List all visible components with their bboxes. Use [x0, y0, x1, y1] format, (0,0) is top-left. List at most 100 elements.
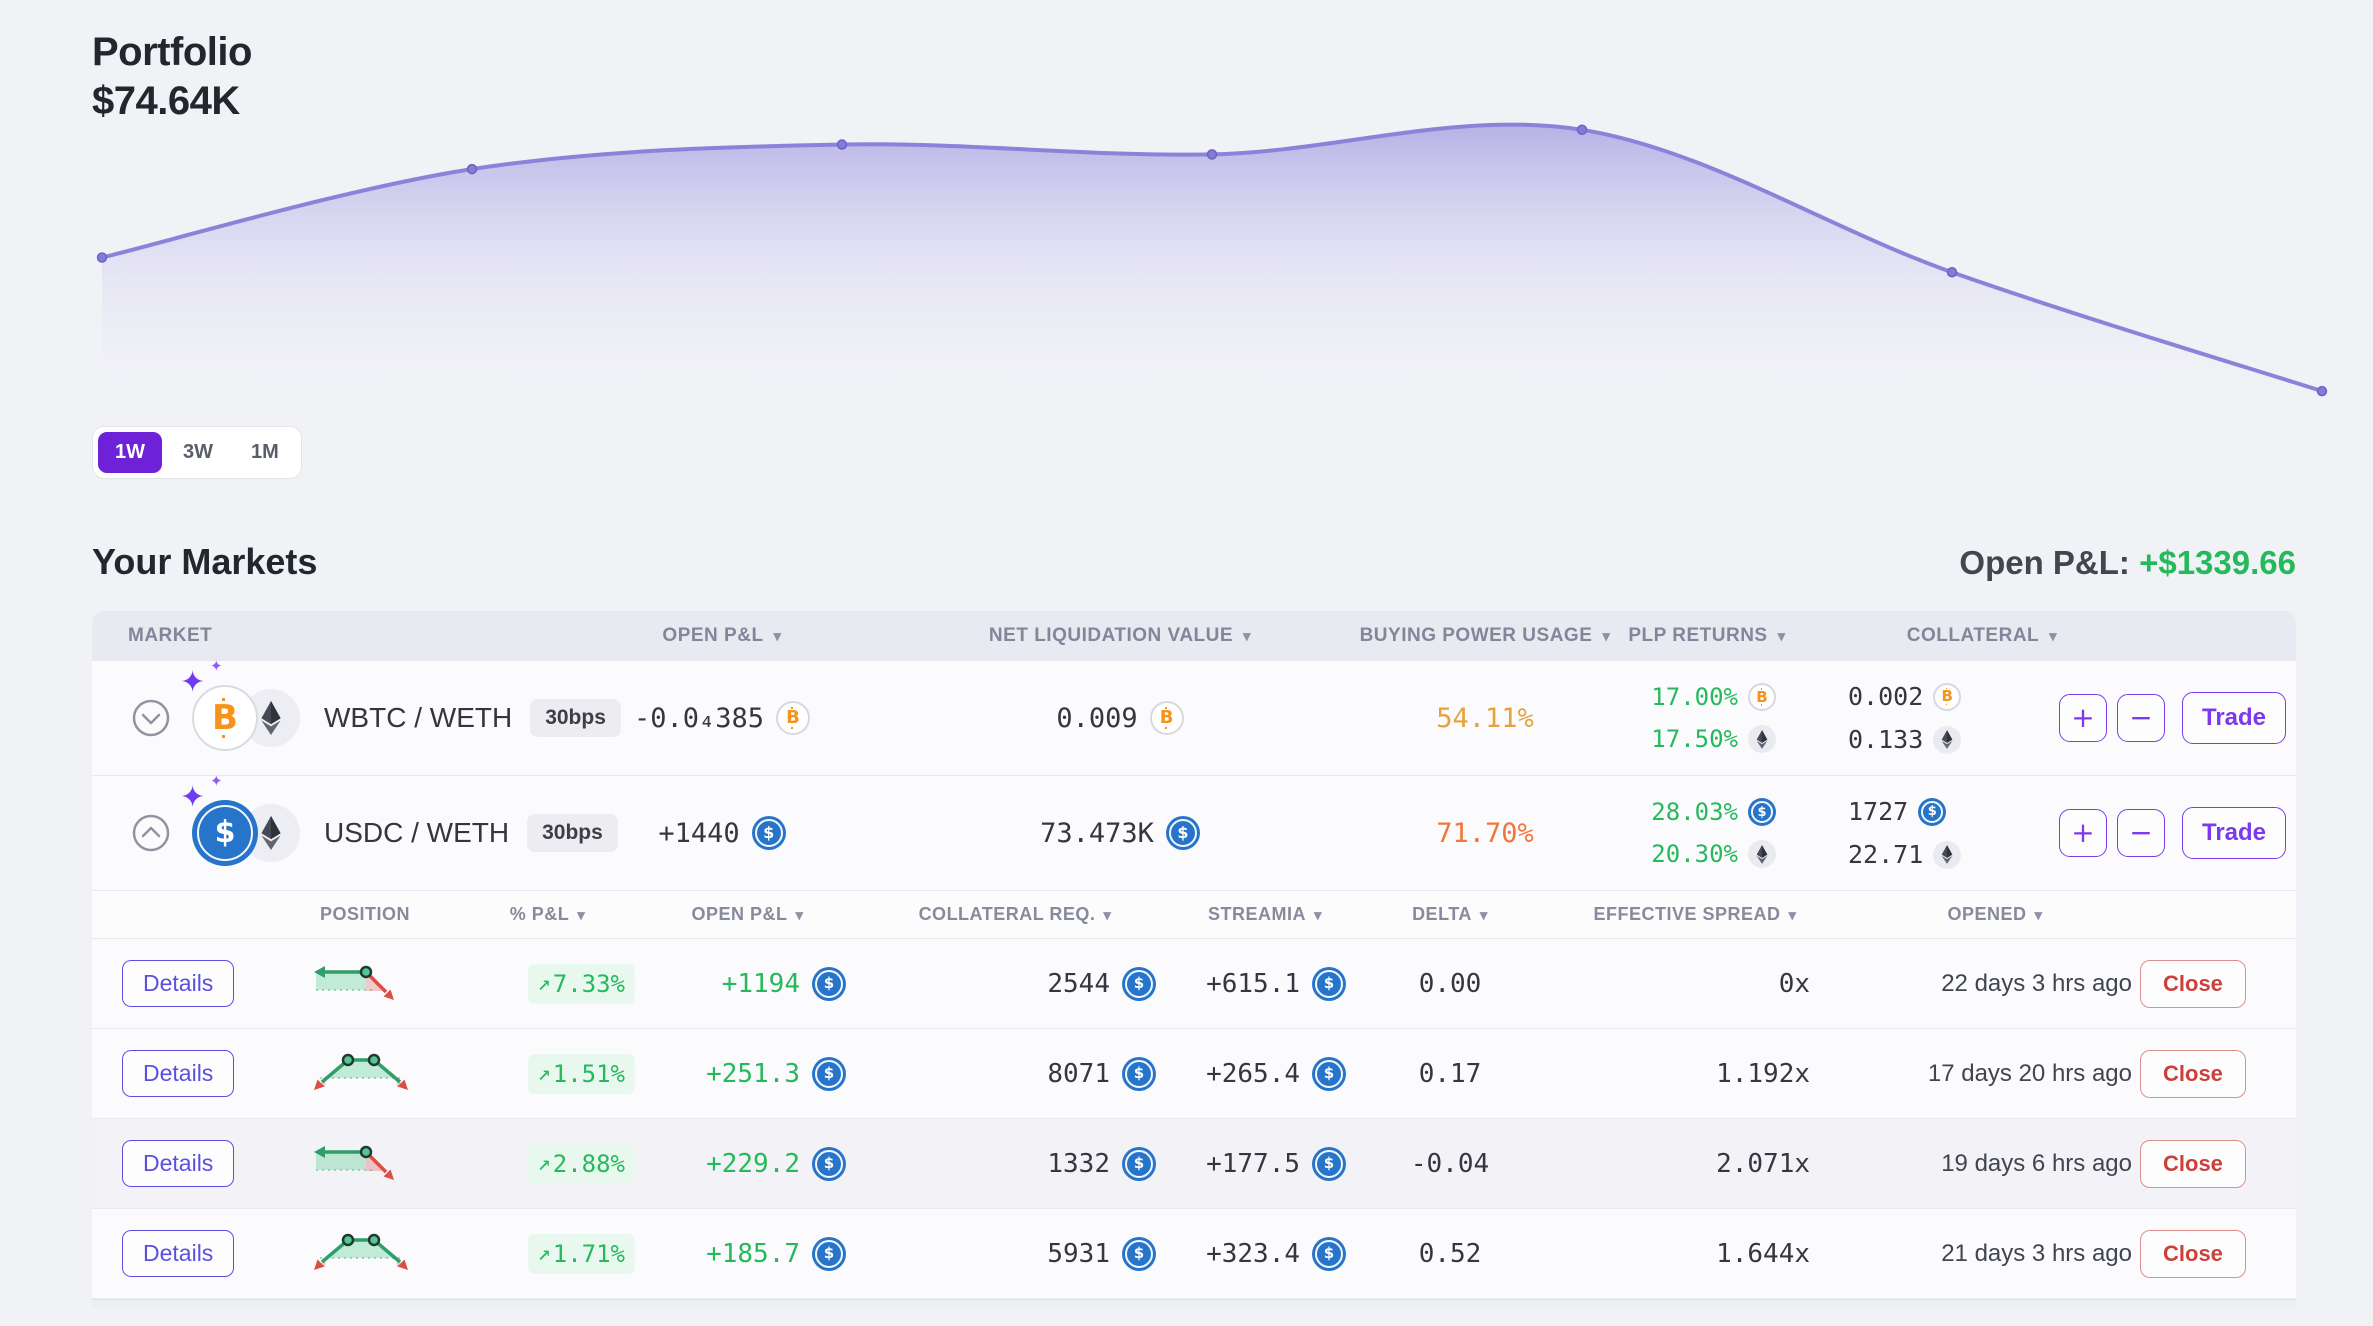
col-collateral[interactable]: Collateral ▾ [1906, 625, 2058, 646]
usdc-icon: $ [812, 1146, 846, 1181]
col-open-pnl[interactable]: Open P&L ▾ [662, 625, 782, 646]
trade-button[interactable]: Trade [2182, 807, 2286, 859]
position-payoff-cell [270, 1230, 460, 1278]
market-name: WBTC / WETH [324, 702, 513, 733]
opened-cell: 19 days 6 hrs ago [1941, 1149, 2132, 1177]
section-title: Your Markets [92, 541, 318, 582]
opened-cell: 17 days 20 hrs ago [1927, 1059, 2132, 1087]
portfolio-area-chart [96, 122, 2328, 408]
usdc-icon: $ [1312, 1236, 1346, 1271]
pct-pnl-badge: ↗ 1.51% [527, 1053, 635, 1094]
position-row: Details ↗ 1.71% +185.7 $ 5931 $ +323.4 $ 0.5… [92, 1209, 2296, 1299]
trend-up-icon: ↗ [537, 971, 551, 996]
open-pnl-cell: +1194 $ [635, 966, 860, 1001]
market-pair-icon: ✦ ✦ B [180, 658, 300, 751]
col-buying-power[interactable]: Buying Power Usage ▾ [1359, 625, 1611, 646]
delta-cell: 0.17 [1418, 1058, 1482, 1089]
effective-spread-cell: 1.192x [1716, 1058, 1810, 1089]
portfolio-chart[interactable] [92, 108, 2332, 408]
portfolio-header: Portfolio $74.64K [0, 0, 2373, 124]
details-button[interactable]: Details [122, 1230, 235, 1277]
plp-returns-cell: 28.03% $ 20.30% [1622, 798, 1792, 868]
col-delta[interactable]: Delta ▾ [1412, 904, 1488, 924]
col-pct-pnl[interactable]: % P&L ▾ [509, 904, 586, 924]
payoff-diagram-flat-left-then-drop [314, 965, 394, 1000]
eth-icon [1748, 725, 1776, 753]
col-net-liquidation[interactable]: Net Liquidation Value ▾ [988, 625, 1252, 646]
close-button[interactable]: Close [2140, 1049, 2246, 1098]
col-open-pnl[interactable]: Open P&L ▾ [691, 904, 804, 924]
pct-pnl-badge: ↗ 7.33% [527, 963, 635, 1004]
delta-cell: -0.04 [1410, 1148, 1490, 1179]
close-button[interactable]: Close [2140, 959, 2246, 1008]
expand-toggle-icon[interactable] [128, 692, 174, 744]
chart-area-fill [102, 124, 2322, 408]
details-button[interactable]: Details [122, 1140, 235, 1187]
sort-icon: ▾ [1788, 906, 1797, 924]
usdc-icon: $ [1312, 1056, 1346, 1091]
col-streamia[interactable]: Streamia ▾ [1207, 904, 1323, 924]
usdc-icon: $ [1312, 966, 1346, 1001]
remove-collateral-button[interactable]: − [2117, 694, 2165, 742]
range-button-1m[interactable]: 1M [234, 432, 296, 473]
close-button[interactable]: Close [2140, 1139, 2246, 1188]
sort-icon: ▾ [2034, 906, 2043, 924]
add-collateral-button[interactable]: + [2059, 809, 2107, 857]
effective-spread-cell: 2.071x [1716, 1148, 1810, 1179]
streamia-cell: +177.5 $ [1170, 1146, 1360, 1181]
col-plp-returns[interactable]: PLP Returns ▾ [1628, 625, 1786, 646]
range-button-1w[interactable]: 1W [98, 432, 162, 473]
streamia-cell: +615.1 $ [1170, 966, 1360, 1001]
delta-cell: 0.52 [1418, 1238, 1482, 1269]
usdc-icon: $ [812, 966, 846, 1001]
col-effective-spread[interactable]: Effective Spread ▾ [1593, 904, 1797, 924]
opened-cell: 22 days 3 hrs ago [1941, 969, 2132, 997]
details-button[interactable]: Details [122, 960, 235, 1007]
col-collateral-req[interactable]: Collateral Req. ▾ [918, 904, 1112, 924]
position-payoff-cell [270, 1140, 460, 1188]
trade-button[interactable]: Trade [2182, 692, 2286, 744]
portfolio-value: $74.64K [92, 79, 240, 123]
next-row-edge [92, 1299, 2296, 1308]
eth-icon [1933, 840, 1962, 869]
btc-icon: B [776, 701, 811, 735]
btc-icon: B [1149, 701, 1184, 735]
chart-data-points [96, 124, 2328, 397]
fee-badge: 30bps [527, 814, 618, 852]
open-pnl-value: +$1339.66 [2139, 544, 2296, 581]
usdc-icon: $ [1122, 1236, 1156, 1271]
col-opened[interactable]: Opened ▾ [1947, 904, 2043, 924]
btc-icon: B [1933, 682, 1962, 711]
collateral-req-cell: 2544 $ [860, 966, 1170, 1001]
remove-collateral-button[interactable]: − [2117, 809, 2165, 857]
net-liquidation-cell: 0.009 B [892, 701, 1348, 735]
usdc-icon: $ [192, 800, 258, 866]
collateral-cell: 1727 $ 22.71 [1792, 797, 2052, 869]
add-collateral-button[interactable]: + [2059, 694, 2107, 742]
trend-up-icon: ↗ [537, 1061, 551, 1086]
pct-pnl-badge: ↗ 2.88% [527, 1143, 635, 1184]
btc-icon: B [1748, 683, 1776, 711]
close-button[interactable]: Close [2140, 1229, 2246, 1278]
details-button[interactable]: Details [122, 1050, 235, 1097]
payoff-diagram-peak-range [314, 1053, 408, 1090]
position-row: Details ↗ 2.88% +229.2 $ 1332 $ +177.5 $ -0.… [92, 1119, 2296, 1209]
collapse-toggle-icon[interactable] [128, 807, 174, 859]
sort-icon: ▾ [795, 906, 804, 924]
plp-returns-cell: 17.00% B 17.50% [1622, 683, 1792, 753]
sparkle-icon: ✦ [210, 658, 223, 675]
open-pnl-label: Open P&L: [1959, 544, 2130, 581]
open-pnl-cell: +229.2 $ [635, 1146, 860, 1181]
market-name: USDC / WETH [324, 817, 510, 848]
open-pnl-summary: Open P&L: +$1339.66 [1959, 544, 2296, 582]
market-row-usdc-weth: ✦ ✦ $ USDC / WETH 30bps +1440 $ 73.473K … [92, 773, 2296, 891]
range-button-3w[interactable]: 3W [166, 432, 230, 473]
pct-pnl-badge: ↗ 1.71% [527, 1233, 635, 1274]
payoff-diagram-flat-left-then-drop [314, 1145, 394, 1180]
position-payoff-cell [270, 1050, 460, 1098]
col-market: Market [128, 625, 213, 646]
sort-icon: ▾ [1243, 628, 1252, 645]
net-liquidation-cell: 73.473K $ [892, 816, 1348, 850]
open-pnl-cell: +1440 $ [552, 816, 892, 850]
opened-cell: 21 days 3 hrs ago [1941, 1239, 2132, 1267]
